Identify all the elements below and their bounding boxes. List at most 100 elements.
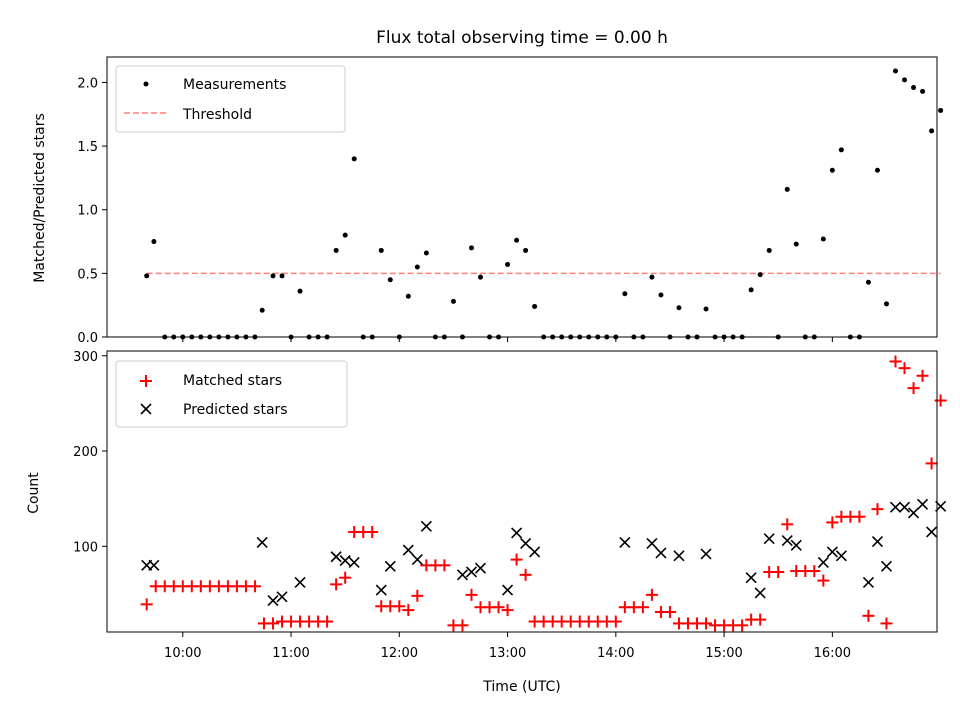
predicted-point xyxy=(790,539,802,551)
x-tick-label: 14:00 xyxy=(597,646,634,661)
predicted-point xyxy=(256,536,268,549)
predicted-point xyxy=(673,550,685,562)
measurement-point xyxy=(902,77,908,83)
predicted-point xyxy=(835,550,847,562)
measurement-point xyxy=(920,88,926,94)
predicted-point xyxy=(148,559,160,571)
measurement-point xyxy=(523,247,529,253)
matched-point xyxy=(663,605,676,618)
predicted-point xyxy=(619,536,631,549)
matched-point xyxy=(510,553,523,566)
legend-measurements-label: Measurements xyxy=(183,77,286,93)
predicted-point xyxy=(880,560,893,572)
ratio-legend: Measurements Threshold xyxy=(115,65,346,133)
count-y-axis-label: Count xyxy=(26,472,42,514)
predicted-point xyxy=(871,535,884,548)
measurement-point xyxy=(911,85,917,91)
measurement-point xyxy=(829,167,835,173)
predicted-point xyxy=(529,546,541,558)
predicted-point xyxy=(339,554,351,567)
matched-point xyxy=(248,580,261,593)
predicted-point xyxy=(754,587,766,599)
matched-point xyxy=(321,615,334,628)
measurement-point xyxy=(622,291,628,297)
predicted-point xyxy=(763,533,775,545)
count-legend: Matched stars Predicted stars xyxy=(115,360,348,428)
measurement-point xyxy=(766,247,772,253)
predicted-point xyxy=(520,537,532,549)
matched-point xyxy=(736,619,749,632)
matched-point xyxy=(339,571,352,584)
matched-point xyxy=(366,525,379,538)
predicted-point xyxy=(402,544,414,556)
legend-predicted-marker xyxy=(140,403,152,415)
predicted-point xyxy=(465,566,478,578)
measurement-point xyxy=(405,293,411,299)
matched-point xyxy=(853,510,866,523)
matched-point xyxy=(772,565,785,578)
legend-threshold-label: Threshold xyxy=(182,107,252,123)
chart-title: Flux total observing time = 0.00 h xyxy=(376,28,668,48)
ratio-y-tick-label: 1.0 xyxy=(77,204,98,219)
predicted-point xyxy=(511,527,523,539)
count-plot-frame xyxy=(106,350,938,633)
matched-point xyxy=(862,609,875,622)
measurement-point xyxy=(658,292,664,298)
ratio-y-axis-label: Matched/Predicted stars xyxy=(32,113,48,283)
predicted-point xyxy=(411,554,423,566)
measurement-point xyxy=(270,273,276,279)
measurement-point xyxy=(703,306,709,312)
measurement-point xyxy=(757,272,763,278)
matched-point xyxy=(402,604,415,617)
predicted-point xyxy=(826,546,838,558)
predicted-point xyxy=(889,501,902,513)
measurement-point xyxy=(478,274,483,280)
measurement-point xyxy=(793,241,799,247)
ratio-y-tick-label: 1.5 xyxy=(77,140,98,155)
matched-point xyxy=(781,518,794,531)
measurement-point xyxy=(259,307,265,313)
measurement-point xyxy=(297,288,303,294)
measurement-point xyxy=(938,107,944,113)
predicted-point xyxy=(375,584,387,596)
ratio-y-tick-label: 0.0 xyxy=(77,331,98,346)
measurement-point xyxy=(333,247,339,253)
count-y-tick-label: 300 xyxy=(73,350,98,365)
matched-point xyxy=(267,617,279,630)
predicted-point xyxy=(420,520,432,532)
count-ticks: 100 200 300 10:00 11:00 12:00 13:00 14:00 15:00 1… xyxy=(73,350,851,661)
measurement-point xyxy=(929,128,935,134)
measurement-point xyxy=(649,274,655,280)
matched-point xyxy=(907,382,920,395)
matched-point xyxy=(817,574,830,587)
predicted-point xyxy=(745,572,757,584)
measurement-point xyxy=(748,287,754,293)
x-tick-label: 12:00 xyxy=(381,646,418,661)
matched-point xyxy=(492,601,505,614)
measurement-point xyxy=(874,167,880,173)
measurement-point xyxy=(820,236,826,242)
measurement-point xyxy=(468,245,474,251)
measurement-point xyxy=(838,147,844,153)
legend-measurements-marker xyxy=(143,81,149,87)
measurement-point xyxy=(378,247,384,253)
matched-point xyxy=(140,598,153,611)
measurement-point xyxy=(351,156,357,162)
ratio-legend-box xyxy=(115,65,346,133)
x-tick-label: 13:00 xyxy=(489,646,526,661)
measurement-point xyxy=(532,303,538,309)
measurement-point xyxy=(342,232,348,238)
measurement-point xyxy=(387,277,393,283)
matched-point xyxy=(519,568,532,581)
predicted-point xyxy=(655,547,667,559)
matched-point xyxy=(898,362,911,375)
matched-point xyxy=(438,559,451,572)
count-marks xyxy=(140,355,947,632)
x-axis-label: Time (UTC) xyxy=(482,679,560,695)
measurement-point xyxy=(450,298,456,304)
ratio-panel: Flux total observing time = 0.00 h 0.00.… xyxy=(32,28,944,346)
predicted-point xyxy=(384,560,396,572)
legend-matched-label: Matched stars xyxy=(183,373,282,389)
matched-point xyxy=(889,355,902,368)
predicted-point xyxy=(862,576,875,589)
